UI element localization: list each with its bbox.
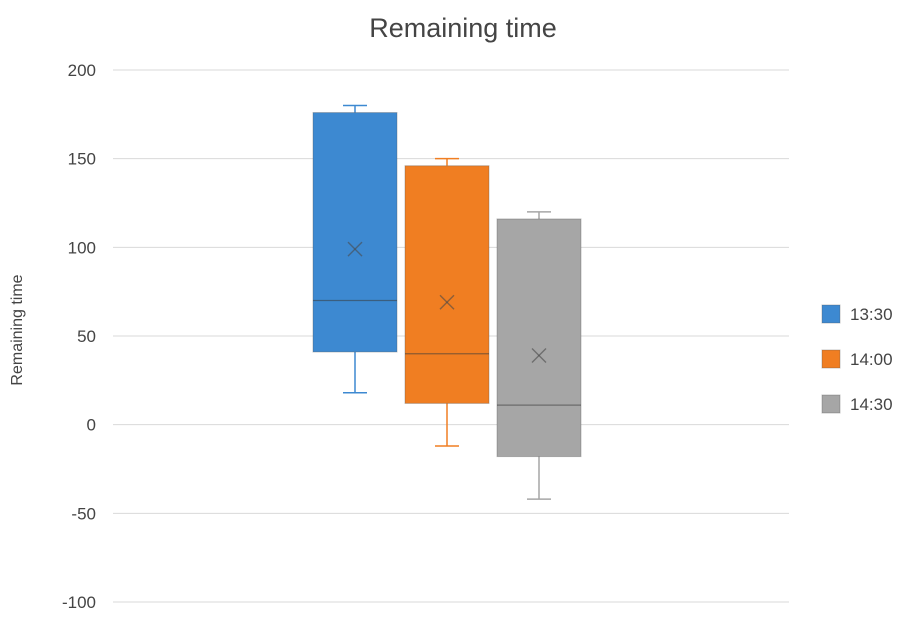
mean-marker bbox=[347, 241, 363, 257]
legend-label: 14:00 bbox=[850, 350, 893, 369]
mean-marker bbox=[531, 348, 547, 364]
box-1330 bbox=[312, 104, 398, 394]
legend-label: 14:30 bbox=[850, 395, 893, 414]
y-tick-label: -50 bbox=[71, 504, 96, 523]
y-tick-label: 100 bbox=[68, 238, 96, 257]
y-axis-label: Remaining time bbox=[9, 274, 26, 385]
boxes bbox=[312, 104, 582, 500]
y-tick-label: 0 bbox=[87, 416, 96, 435]
iqr-box bbox=[404, 165, 490, 404]
legend-swatch bbox=[821, 394, 841, 414]
iqr-box bbox=[312, 112, 398, 353]
box-1430 bbox=[496, 211, 582, 500]
legend-item-1430: 14:30 bbox=[821, 394, 893, 414]
legend: 13:30 14:00 14:30 bbox=[821, 304, 893, 414]
legend-item-1330: 13:30 bbox=[821, 304, 893, 324]
legend-swatch bbox=[821, 304, 841, 324]
y-tick-label: -100 bbox=[62, 593, 96, 612]
mean-marker bbox=[439, 294, 455, 310]
y-tick-label: 50 bbox=[77, 327, 96, 346]
y-tick-label: 150 bbox=[68, 150, 96, 169]
box-1400 bbox=[404, 157, 490, 447]
y-axis-ticks: -100 -50 0 50 100 150 200 bbox=[62, 61, 96, 612]
legend-swatch bbox=[821, 349, 841, 369]
chart-title: Remaining time bbox=[369, 13, 557, 43]
legend-item-1400: 14:00 bbox=[821, 349, 893, 369]
iqr-box bbox=[496, 218, 582, 458]
y-tick-label: 200 bbox=[68, 61, 96, 80]
legend-label: 13:30 bbox=[850, 305, 893, 324]
